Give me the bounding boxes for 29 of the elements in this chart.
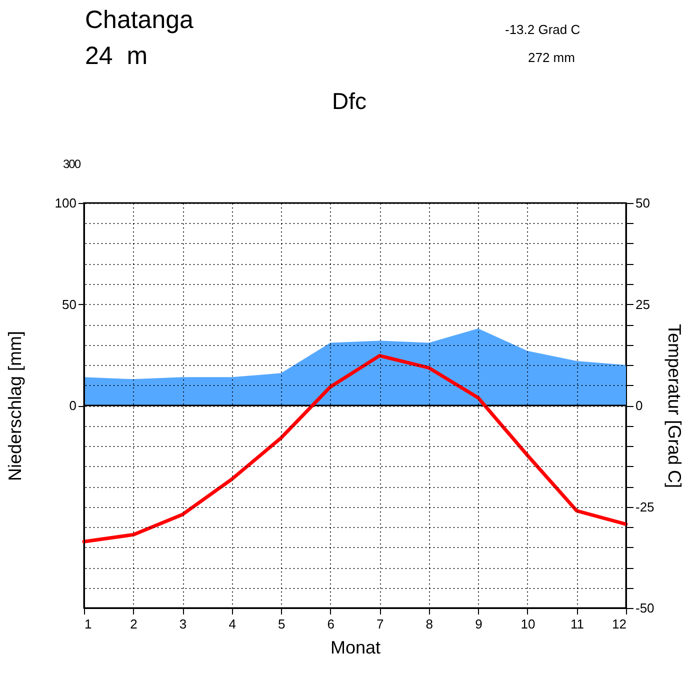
x-tick-label: 2	[130, 616, 138, 632]
text: 272 mm	[528, 50, 575, 65]
y2-tick-label: -50	[636, 600, 654, 616]
y2-tick-label: 0	[636, 398, 643, 413]
x-tick-label: 1	[84, 616, 92, 632]
x-tick-label: 6	[327, 616, 334, 632]
x-tick-label: 4	[228, 616, 236, 632]
text: 300	[62, 157, 80, 171]
x-tick-label: 3	[179, 616, 187, 632]
x-tick-label: 8	[426, 616, 434, 632]
y-axis-title: Niederschlag [mm]	[4, 330, 25, 482]
y-tick-label: 100	[54, 196, 76, 210]
y2-tick-label: 50	[636, 196, 650, 210]
x-tick-label: 9	[475, 616, 482, 632]
y2-tick-label: -25	[636, 499, 654, 514]
text: Dfc	[332, 88, 366, 115]
y-tick-label: 50	[62, 296, 76, 312]
chart-subtitle: 24 m	[85, 42, 148, 71]
chart-title: Chatanga	[85, 6, 194, 35]
x-tick-label: 12	[612, 616, 626, 632]
x-tick-label: 5	[278, 616, 286, 632]
x-tick-label: 11	[570, 616, 584, 632]
y-tick-label: 0	[69, 398, 76, 413]
x-tick-label: 7	[376, 616, 384, 632]
y2-tick-label: 25	[636, 296, 650, 312]
text: -13.2 Grad C	[505, 22, 580, 37]
x-tick-label: 10	[520, 616, 536, 632]
x-axis-title: Monat	[330, 638, 381, 658]
y2-axis-title: Temperatur [Grad C]	[664, 324, 684, 488]
